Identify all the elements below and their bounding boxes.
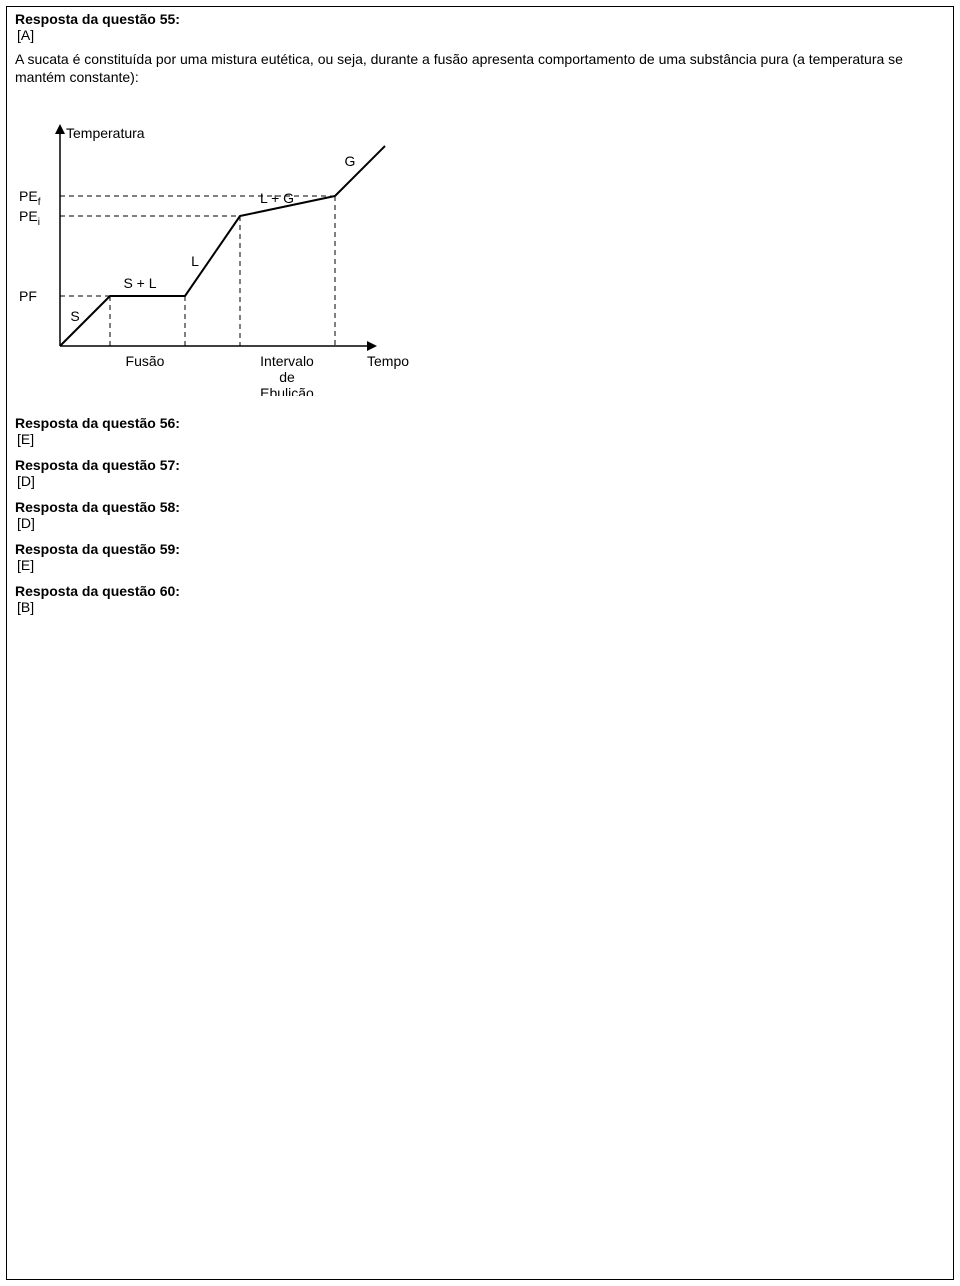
question-58-answer: [D] xyxy=(17,515,945,531)
svg-text:L + G: L + G xyxy=(260,190,294,206)
svg-text:de: de xyxy=(279,369,295,385)
svg-text:S + L: S + L xyxy=(123,275,156,291)
svg-text:PF: PF xyxy=(19,288,37,304)
svg-text:Tempo: Tempo xyxy=(367,353,409,369)
question-58: Resposta da questão 58: [D] xyxy=(15,499,945,531)
svg-text:L: L xyxy=(191,253,199,269)
question-58-title: Resposta da questão 58: xyxy=(15,499,945,515)
question-57-title: Resposta da questão 57: xyxy=(15,457,945,473)
question-59-answer: [E] xyxy=(17,557,945,573)
question-55-title: Resposta da questão 55: xyxy=(15,11,945,27)
question-55-answer: [A] xyxy=(17,27,945,43)
svg-text:S: S xyxy=(70,308,79,324)
question-59-title: Resposta da questão 59: xyxy=(15,541,945,557)
question-55-paragraph: A sucata é constituída por uma mistura e… xyxy=(15,51,945,86)
svg-text:Fusão: Fusão xyxy=(126,353,165,369)
svg-text:PEf: PEf xyxy=(19,188,41,208)
question-60: Resposta da questão 60: [B] xyxy=(15,583,945,615)
question-59: Resposta da questão 59: [E] xyxy=(15,541,945,573)
chart-svg: Temperatura Tempo PF PEiPEf S S + L L L + G G Fus… xyxy=(15,96,415,396)
svg-text:PEi: PEi xyxy=(19,208,40,228)
question-57-answer: [D] xyxy=(17,473,945,489)
question-56-answer: [E] xyxy=(17,431,945,447)
svg-text:Ebulição: Ebulição xyxy=(260,385,314,396)
heating-curve-chart: Temperatura Tempo PF PEiPEf S S + L L L + G G Fus… xyxy=(15,96,945,399)
svg-text:Temperatura: Temperatura xyxy=(66,125,145,141)
page-frame: Resposta da questão 55: [A] A sucata é c… xyxy=(6,6,954,1280)
question-56-title: Resposta da questão 56: xyxy=(15,415,945,431)
question-60-title: Resposta da questão 60: xyxy=(15,583,945,599)
question-60-answer: [B] xyxy=(17,599,945,615)
page: Resposta da questão 55: [A] A sucata é c… xyxy=(0,0,960,1286)
question-55: Resposta da questão 55: [A] A sucata é c… xyxy=(15,11,945,86)
svg-text:G: G xyxy=(345,153,356,169)
question-56: Resposta da questão 56: [E] xyxy=(15,415,945,447)
question-57: Resposta da questão 57: [D] xyxy=(15,457,945,489)
svg-text:Intervalo: Intervalo xyxy=(260,353,314,369)
